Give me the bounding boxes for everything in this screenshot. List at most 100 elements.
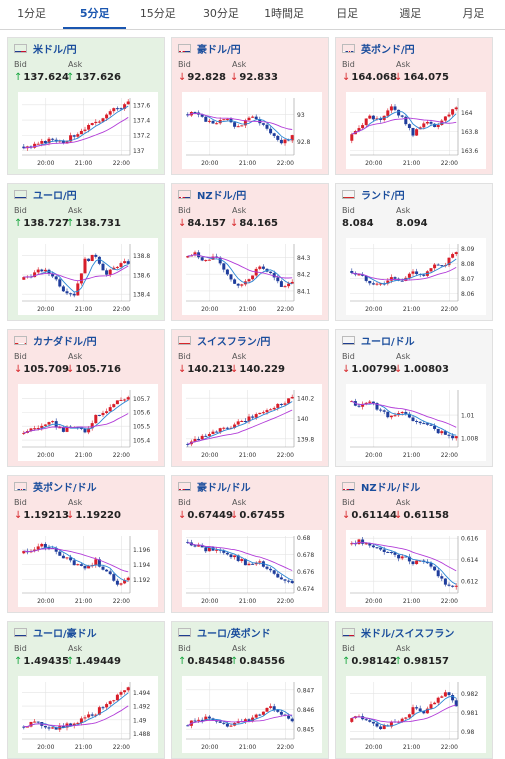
bid-value: ↑137.624: [14, 72, 69, 83]
candle-body: [236, 126, 240, 128]
chart-area[interactable]: 1.494 1.492 1.49 1.488 20:00 21:00 22:00: [18, 676, 158, 753]
candle-body: [451, 109, 455, 115]
chart-area[interactable]: 0.847 0.846 0.845 20:00 21:00 22:00: [182, 676, 322, 753]
pair-header[interactable]: ユーロ/豪ドル: [14, 625, 97, 640]
candle-body: [287, 398, 291, 404]
pair-header[interactable]: NZドル/円: [178, 187, 247, 202]
tab-4[interactable]: 1時間足: [264, 7, 305, 20]
candle-body: [97, 256, 101, 264]
candle-body: [400, 412, 404, 414]
pair-card[interactable]: 米ドル/円 Bid Ask ↑137.624 ↑137.626 137.6 137.4 137…: [7, 37, 165, 175]
flag-us-icon: [14, 43, 27, 53]
pair-card[interactable]: カナダドル/円 Bid Ask ↓105.709 ↓105.716 105.7 105.6 1…: [7, 329, 165, 467]
chart-area[interactable]: 8.09 8.08 8.07 8.06 20:00 21:00 22:00: [346, 238, 486, 315]
pair-card[interactable]: スイスフラン/円 Bid Ask ↓140.213 ↓140.229 140.2 140 13…: [171, 329, 329, 467]
pair-name[interactable]: 米ドル/円: [33, 44, 77, 56]
candle-body: [236, 555, 240, 562]
pair-header[interactable]: ランド/円: [342, 187, 405, 202]
tab-0[interactable]: 1分足: [17, 7, 47, 20]
candle-body: [411, 271, 415, 274]
pair-name[interactable]: ユーロ/豪ドル: [33, 628, 97, 640]
chart-area[interactable]: 0.982 0.981 0.98 20:00 21:00 22:00: [346, 676, 486, 753]
pair-header[interactable]: 英ポンド/ドル: [14, 479, 97, 494]
pair-name[interactable]: ユーロ/円: [33, 190, 77, 202]
candle-body: [357, 405, 361, 407]
pair-header[interactable]: NZドル/ドル: [342, 479, 421, 494]
pair-card[interactable]: 豪ドル/ドル Bid Ask ↓0.67449 ↓0.67455 0.68 0.678 0.6…: [171, 475, 329, 613]
pair-name[interactable]: カナダドル/円: [33, 336, 97, 348]
pair-card[interactable]: NZドル/円 Bid Ask ↓84.157 ↓84.165 84.3 84.2 84.1 20…: [171, 183, 329, 321]
chart-area[interactable]: 137.6 137.4 137.2 137 20:00 21:00 22:00: [18, 92, 158, 169]
pair-name[interactable]: 米ドル/スイスフラン: [361, 628, 455, 640]
candle-body: [422, 274, 426, 276]
pair-name[interactable]: ランド/円: [361, 190, 405, 202]
pair-header[interactable]: スイスフラン/円: [178, 333, 271, 348]
pair-header[interactable]: カナダドル/円: [14, 333, 97, 348]
candle-body: [429, 268, 433, 272]
tab-5[interactable]: 日足: [336, 7, 359, 20]
pair-header[interactable]: ユーロ/英ポンド: [178, 625, 271, 640]
pair-card[interactable]: NZドル/ドル Bid Ask ↓0.61144 ↓0.61158 0.616 0.614 0…: [335, 475, 493, 613]
pair-name[interactable]: 豪ドル/円: [197, 44, 241, 56]
candle-body: [94, 414, 98, 424]
candle-body: [247, 416, 251, 422]
chart-area[interactable]: 0.616 0.614 0.612 20:00 21:00 22:00: [346, 530, 486, 607]
pair-header[interactable]: ユーロ/円: [14, 187, 77, 202]
pair-name[interactable]: 英ポンド/ドル: [33, 482, 97, 494]
candle-body: [40, 425, 44, 428]
pair-card[interactable]: ユーロ/豪ドル Bid Ask ↑1.49435 ↑1.49449 1.494 1.492 1…: [7, 621, 165, 759]
tab-6[interactable]: 週足: [399, 7, 422, 20]
tab-7[interactable]: 月足: [462, 7, 485, 20]
pair-card[interactable]: 豪ドル/円 Bid Ask ↓92.828 ↓92.833 93 92.8 20:00 21:0…: [171, 37, 329, 175]
pair-header[interactable]: 米ドル/スイスフラン: [342, 625, 455, 640]
chart-area[interactable]: 0.68 0.678 0.676 0.674 20:00 21:00 22:00: [182, 530, 322, 607]
pair-header[interactable]: ユーロ/ドル: [342, 333, 415, 348]
candle-body: [51, 138, 55, 140]
pair-card[interactable]: ランド/円 Bid Ask 8.084 8.094 8.09 8.08 8.07 8.06 20:…: [335, 183, 493, 321]
bid-value-text: 92.828: [187, 72, 226, 83]
tab-2[interactable]: 15分足: [139, 7, 176, 20]
ask-label: Ask: [396, 644, 411, 653]
pair-card[interactable]: ユーロ/ドル Bid Ask ↓1.00799 ↓1.00803 1.01 1.008 20:…: [335, 329, 493, 467]
ma-slow-line: [23, 705, 129, 728]
pair-name[interactable]: 豪ドル/ドル: [197, 482, 251, 494]
pair-card[interactable]: 米ドル/スイスフラン Bid Ask ↑0.98142 ↑0.98157 0.982 0.9…: [335, 621, 493, 759]
candle-body: [123, 104, 127, 109]
pair-name[interactable]: NZドル/ドル: [361, 482, 421, 494]
x-tick-label: 20:00: [365, 160, 382, 167]
chart-area[interactable]: 1.01 1.008 20:00 21:00 22:00: [346, 384, 486, 461]
candle-body: [443, 116, 447, 121]
flag-us-icon: [342, 627, 355, 637]
pair-card[interactable]: ユーロ/英ポンド Bid Ask ↑0.84548 ↑0.84556 0.847 0.846…: [171, 621, 329, 759]
arrow-up-icon: ↑: [66, 656, 75, 667]
pair-name[interactable]: NZドル/円: [197, 190, 247, 202]
candle-body: [33, 428, 37, 430]
pair-header[interactable]: 豪ドル/ドル: [178, 479, 251, 494]
chart-area[interactable]: 138.8 138.6 138.4 20:00 21:00 22:00: [18, 238, 158, 315]
arrow-down-icon: ↓: [342, 364, 351, 375]
chart-area[interactable]: 140.2 140 139.8 20:00 21:00 22:00: [182, 384, 322, 461]
pair-header[interactable]: 米ドル/円: [14, 41, 77, 56]
candle-body: [211, 547, 215, 551]
pair-card[interactable]: 英ポンド/ドル Bid Ask ↓1.19213 ↓1.19220 1.196 1.194 1…: [7, 475, 165, 613]
pair-name[interactable]: スイスフラン/円: [197, 336, 271, 348]
tab-1[interactable]: 5分足: [63, 0, 127, 29]
pair-card[interactable]: 英ポンド/円 Bid Ask ↓164.068 ↓164.075 164 163.8 163.…: [335, 37, 493, 175]
chart-area[interactable]: 1.196 1.194 1.192 20:00 21:00 22:00: [18, 530, 158, 607]
tab-3[interactable]: 30分足: [202, 7, 239, 20]
chart-area[interactable]: 105.7 105.6 105.5 105.4 20:00 21:00 22:00: [18, 384, 158, 461]
arrow-down-icon: ↓: [230, 72, 239, 83]
chart-area[interactable]: 84.3 84.2 84.1 20:00 21:00 22:00: [182, 238, 322, 315]
ma-slow-line: [351, 117, 457, 135]
chart-area[interactable]: 164 163.8 163.6 20:00 21:00 22:00: [346, 92, 486, 169]
chart-area[interactable]: 93 92.8 20:00 21:00 22:00: [182, 92, 322, 169]
pair-header[interactable]: 英ポンド/円: [342, 41, 415, 56]
pair-name[interactable]: ユーロ/ドル: [361, 336, 415, 348]
candle-body: [33, 549, 37, 551]
pair-name[interactable]: 英ポンド/円: [361, 44, 415, 56]
candle-body: [225, 118, 229, 120]
pair-card[interactable]: ユーロ/円 Bid Ask ↑138.727 ↑138.731 138.8 138.6 138…: [7, 183, 165, 321]
pair-header[interactable]: 豪ドル/円: [178, 41, 241, 56]
pair-name[interactable]: ユーロ/英ポンド: [197, 628, 271, 640]
candle-body: [123, 399, 127, 401]
